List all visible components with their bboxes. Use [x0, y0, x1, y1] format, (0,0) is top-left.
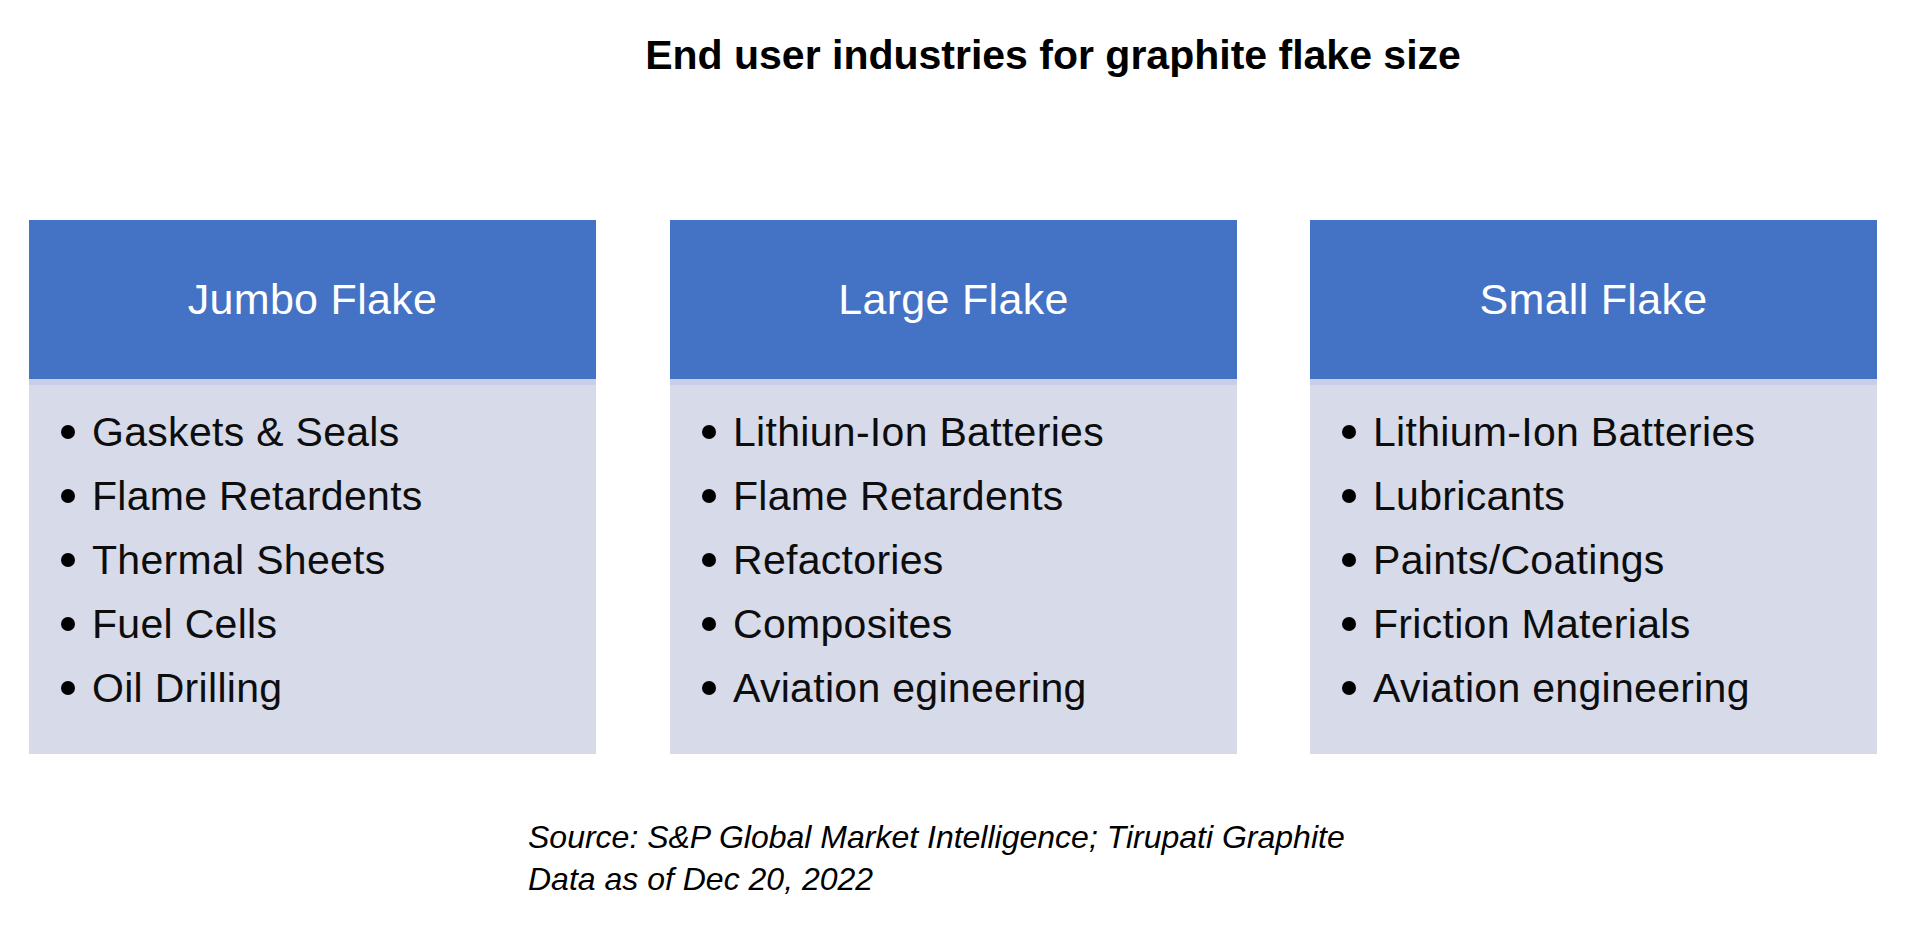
list-item: Gaskets & Seals: [59, 400, 586, 464]
column-header-large-flake: Large Flake: [670, 220, 1237, 385]
list-item: Flame Retardents: [700, 464, 1227, 528]
source-line-1: Source: S&P Global Market Intelligence; …: [528, 816, 1345, 858]
list-item: Fuel Cells: [59, 592, 586, 656]
list-item: Paints/Coatings: [1340, 528, 1867, 592]
column-body-jumbo-flake: Gaskets & Seals Flame Retardents Thermal…: [29, 385, 596, 754]
column-body-small-flake: Lithium-Ion Batteries Lubricants Paints/…: [1310, 385, 1877, 754]
column-body-large-flake: Lithiun-Ion Batteries Flame Retardents R…: [670, 385, 1237, 754]
column-header-jumbo-flake: Jumbo Flake: [29, 220, 596, 385]
list-item: Composites: [700, 592, 1227, 656]
list-item: Aviation egineering: [700, 656, 1227, 720]
industry-list: Lithiun-Ion Batteries Flame Retardents R…: [700, 400, 1227, 720]
industry-list: Gaskets & Seals Flame Retardents Thermal…: [59, 400, 586, 720]
list-item: Thermal Sheets: [59, 528, 586, 592]
list-item: Friction Materials: [1340, 592, 1867, 656]
list-item: Lithiun-Ion Batteries: [700, 400, 1227, 464]
column-large-flake: Large Flake Lithiun-Ion Batteries Flame …: [670, 220, 1237, 754]
list-item: Lithium-Ion Batteries: [1340, 400, 1867, 464]
column-header-small-flake: Small Flake: [1310, 220, 1877, 385]
list-item: Lubricants: [1340, 464, 1867, 528]
list-item: Aviation engineering: [1340, 656, 1867, 720]
page-title-text: End user industries for graphite flake s…: [645, 32, 1461, 79]
column-jumbo-flake: Jumbo Flake Gaskets & Seals Flame Retard…: [29, 220, 596, 754]
list-item: Oil Drilling: [59, 656, 586, 720]
list-item: Refactories: [700, 528, 1227, 592]
source-note: Source: S&P Global Market Intelligence; …: [528, 816, 1345, 900]
column-small-flake: Small Flake Lithium-Ion Batteries Lubric…: [1310, 220, 1877, 754]
list-item: Flame Retardents: [59, 464, 586, 528]
industry-list: Lithium-Ion Batteries Lubricants Paints/…: [1340, 400, 1867, 720]
slide: End user industries for graphite flake s…: [0, 0, 1916, 925]
page-title: End user industries for graphite flake s…: [632, 32, 1474, 79]
source-line-2: Data as of Dec 20, 2022: [528, 858, 1345, 900]
